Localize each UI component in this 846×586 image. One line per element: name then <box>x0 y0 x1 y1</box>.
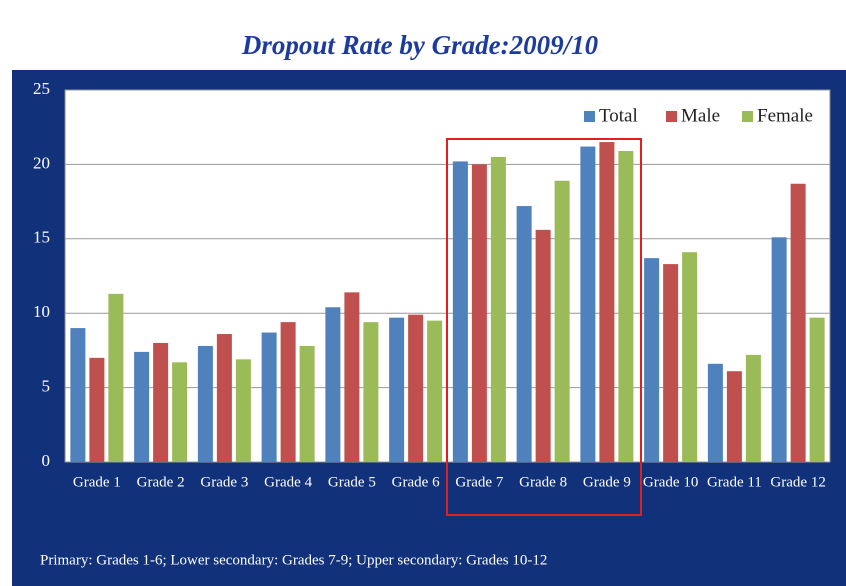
bar <box>471 164 487 462</box>
bar <box>490 156 506 462</box>
legend-label: Total <box>599 105 638 126</box>
bar <box>516 206 532 462</box>
bar <box>554 180 570 462</box>
bar <box>663 264 679 462</box>
x-tick-label: Grade 10 <box>643 474 698 490</box>
legend-swatch <box>666 111 677 122</box>
x-tick-label: Grade 2 <box>137 474 185 490</box>
x-tick-label: Grade 3 <box>200 474 248 490</box>
legend-swatch <box>742 111 753 122</box>
x-tick-label: Grade 4 <box>264 474 312 490</box>
y-tick-label: 20 <box>33 153 50 172</box>
bar <box>299 345 315 462</box>
x-tick-label: Grade 1 <box>73 474 121 490</box>
bar <box>535 229 551 462</box>
x-tick-label: Grade 11 <box>707 474 762 490</box>
bar <box>108 293 124 462</box>
y-tick-label: 0 <box>42 451 51 470</box>
bar <box>427 320 443 462</box>
bar <box>134 351 150 462</box>
bar <box>280 322 296 462</box>
bar <box>197 345 213 462</box>
x-tick-label: Grade 6 <box>392 474 440 490</box>
chart-title: Dropout Rate by Grade:2009/10 <box>241 30 599 60</box>
bar <box>682 252 698 462</box>
legend-label: Female <box>757 105 813 126</box>
y-tick-label: 5 <box>42 377 51 396</box>
y-tick-label: 15 <box>33 228 50 247</box>
highlight-box <box>446 138 642 516</box>
bar <box>70 328 86 462</box>
bar <box>153 342 169 462</box>
bar <box>771 237 787 462</box>
bar <box>261 332 277 462</box>
bar <box>216 334 232 462</box>
bar <box>745 354 761 462</box>
bar <box>790 183 806 462</box>
legend-label: Male <box>681 105 720 126</box>
bar <box>344 292 360 462</box>
x-tick-label: Grade 8 <box>519 474 567 490</box>
bar <box>89 357 105 462</box>
bar <box>726 371 742 462</box>
bar <box>235 359 251 462</box>
footnote: Primary: Grades 1-6; Lower secondary: Gr… <box>40 552 547 568</box>
y-tick-label: 10 <box>33 302 50 321</box>
bar <box>325 307 341 462</box>
bar <box>809 317 825 462</box>
bar <box>644 258 660 462</box>
x-tick-label: Grade 9 <box>583 474 631 490</box>
bar <box>363 322 379 462</box>
x-tick-label: Grade 5 <box>328 474 376 490</box>
x-tick-label: Grade 12 <box>770 474 825 490</box>
bar <box>618 151 634 462</box>
bar <box>172 362 188 462</box>
bar <box>599 142 615 462</box>
bar <box>580 146 596 462</box>
bar <box>389 317 405 462</box>
bar <box>452 161 468 462</box>
x-tick-label: Grade 7 <box>455 474 503 490</box>
legend-swatch <box>584 111 595 122</box>
bar <box>408 314 424 462</box>
bar <box>707 363 723 462</box>
y-tick-label: 25 <box>33 79 50 98</box>
